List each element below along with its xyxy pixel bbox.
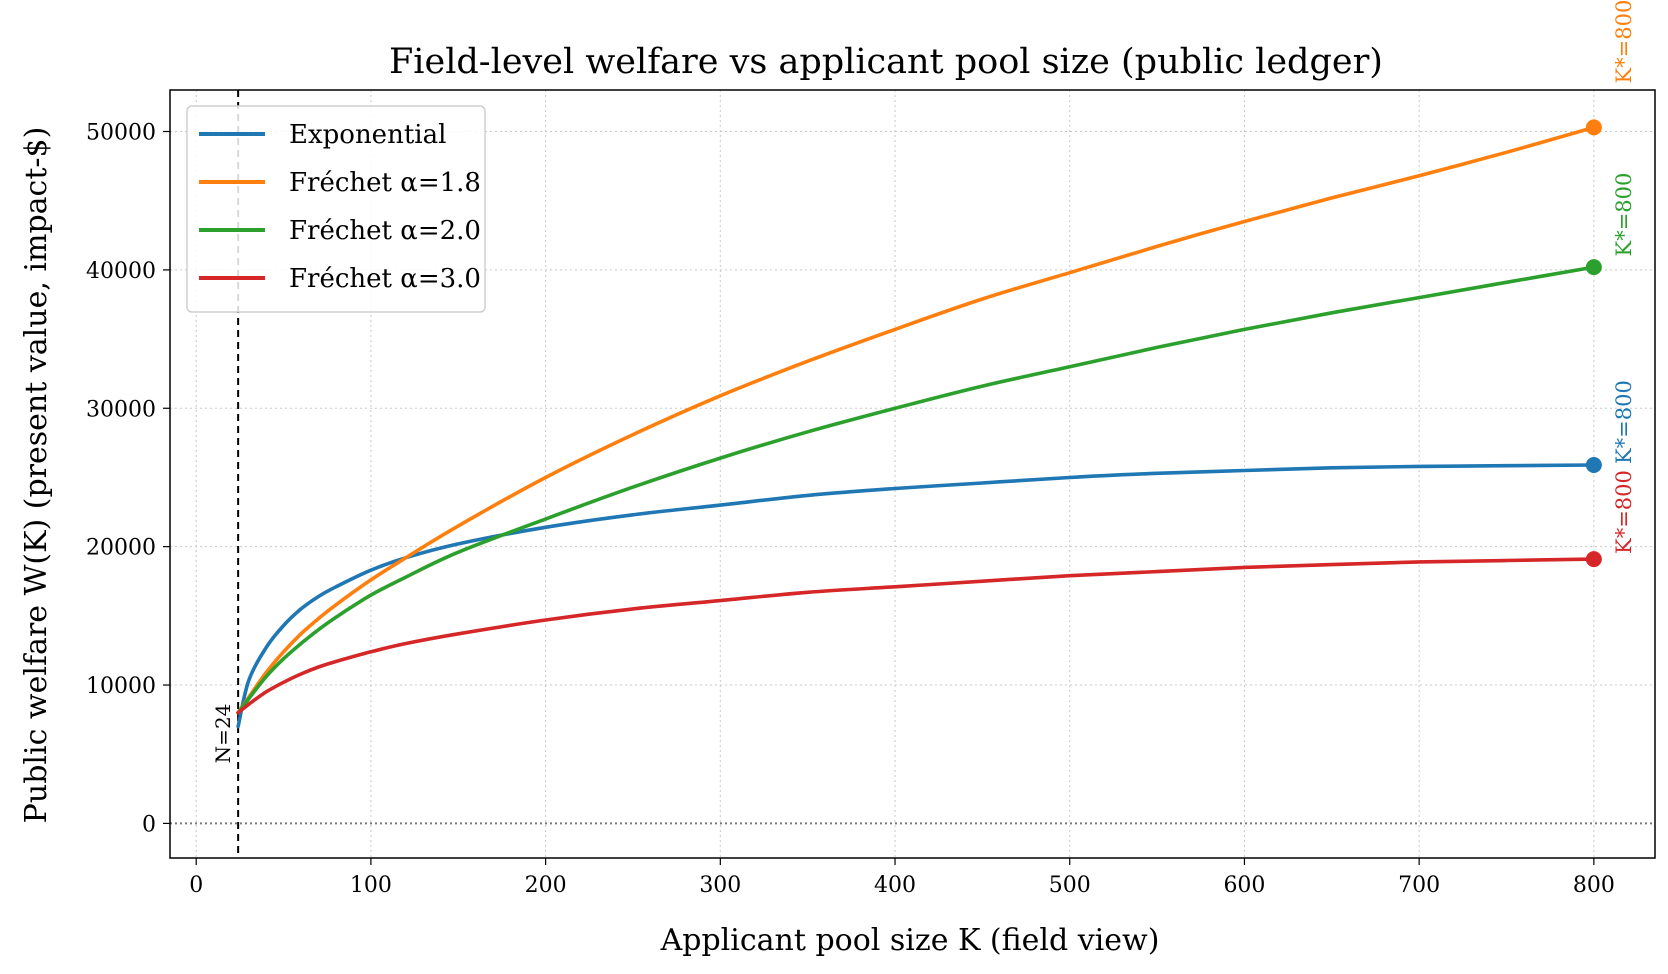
x-axis-label: Applicant pool size K (field view) [660, 923, 1160, 958]
y-axis: 0 10000 20000 30000 40000 50000 [86, 121, 170, 837]
y-tick-label: 40000 [86, 259, 156, 284]
legend: Exponential Fréchet α=1.8 Fréchet α=2.0 Fré… [186, 105, 486, 313]
x-tick-label: 500 [1049, 873, 1091, 898]
y-tick-label: 30000 [86, 397, 156, 422]
y-tick-label: 50000 [86, 121, 156, 146]
endpoint-marker-3 [1585, 551, 1602, 568]
endpoint-annotation-3: K*=800 [1612, 470, 1636, 554]
n-reference-label: N=24 [211, 704, 235, 764]
y-tick-label: 10000 [86, 674, 156, 699]
plot-frame [169, 89, 1656, 859]
x-tick-label: 200 [525, 873, 567, 898]
x-tick-label: 300 [699, 873, 741, 898]
endpoint-annotation-1: K*=800 [1612, 0, 1636, 84]
legend-box [186, 105, 486, 313]
series-line-2 [236, 265, 1596, 715]
legend-label-3: Fréchet α=3.0 [289, 264, 481, 294]
x-tick-label: 0 [189, 873, 203, 898]
annotation-layer: K*=800 K*=800 K*=800 K*=800 [1612, 0, 1636, 554]
series-line-3 [236, 557, 1596, 715]
endpoint-marker-0 [1585, 457, 1602, 474]
endpoint-marker-1 [1585, 119, 1602, 136]
endpoint-marker-2 [1585, 259, 1602, 276]
x-tick-label: 400 [874, 873, 916, 898]
reference-lines: N=24 [170, 90, 1655, 858]
x-tick-label: 600 [1223, 873, 1265, 898]
legend-label-0: Exponential [289, 120, 446, 150]
y-tick-label: 0 [142, 812, 156, 837]
y-tick-label: 20000 [86, 536, 156, 561]
x-tick-label: 800 [1573, 873, 1615, 898]
series-line-0 [236, 463, 1596, 729]
series-line-1 [236, 125, 1596, 715]
grid [170, 90, 1655, 858]
x-tick-label: 700 [1398, 873, 1440, 898]
endpoint-annotation-0: K*=800 [1612, 380, 1636, 464]
x-axis: 0 100 200 300 400 500 600 700 800 [189, 858, 1615, 898]
y-axis-label: Public welfare W(K) (present value, impa… [19, 127, 54, 824]
x-tick-label: 100 [350, 873, 392, 898]
legend-label-2: Fréchet α=2.0 [289, 216, 481, 246]
series-layer [236, 119, 1602, 729]
endpoint-annotation-2: K*=800 [1612, 173, 1636, 257]
chart-title: Field-level welfare vs applicant pool si… [389, 42, 1383, 82]
legend-label-1: Fréchet α=1.8 [289, 168, 481, 198]
